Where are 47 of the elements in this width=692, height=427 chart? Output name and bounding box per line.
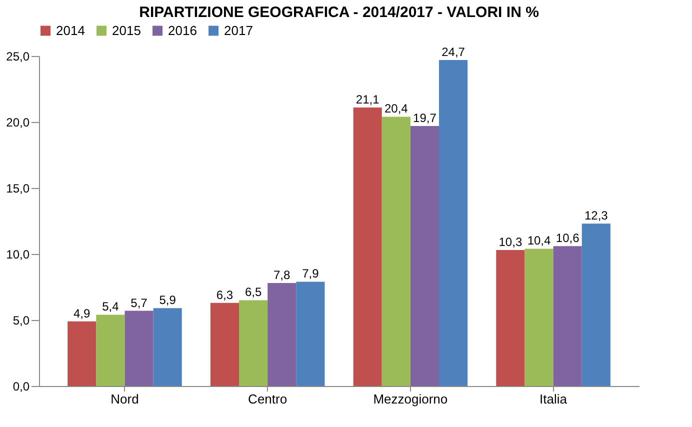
- bar: [153, 308, 182, 386]
- data-label: 7,8: [274, 268, 291, 282]
- data-label: 4,9: [74, 306, 91, 320]
- bar: [68, 321, 96, 386]
- legend-label: 2017: [224, 22, 253, 38]
- data-label: 21,1: [356, 92, 380, 106]
- bar: [496, 250, 525, 386]
- data-label: 19,7: [413, 110, 437, 125]
- bar: [382, 116, 410, 386]
- data-label: 7,9: [302, 266, 320, 281]
- data-label: 10,4: [527, 234, 551, 248]
- bar: [439, 60, 468, 386]
- y-tick-label: 25,0: [6, 50, 30, 64]
- legend-label: 2016: [168, 22, 197, 38]
- bar: [553, 246, 582, 386]
- bar: [96, 314, 125, 386]
- y-tick-label: 10,0: [6, 248, 30, 262]
- data-label: 5,9: [159, 293, 176, 308]
- x-tick-label: Centro: [248, 392, 288, 406]
- bar: [353, 107, 382, 386]
- bar: [124, 310, 154, 386]
- bar: [410, 126, 439, 386]
- bar: [239, 300, 268, 386]
- data-label: 6,3: [216, 288, 234, 302]
- y-tick-label: 20,0: [6, 116, 30, 130]
- x-tick-label: Italia: [540, 392, 568, 406]
- legend-label: 2014: [56, 22, 85, 38]
- y-tick-label: 15,0: [6, 182, 30, 196]
- data-label: 5,7: [130, 296, 148, 310]
- data-label: 10,3: [498, 235, 522, 250]
- legend-label: 2015: [112, 22, 141, 38]
- bar: [268, 283, 296, 386]
- x-tick-label: Nord: [110, 392, 139, 406]
- y-tick-label: 0,0: [12, 380, 30, 394]
- data-label: 5,4: [102, 300, 120, 314]
- x-tick-label: Mezzogiorno: [373, 392, 448, 406]
- data-label: 20,4: [384, 102, 408, 116]
- y-tick-label: 5,0: [12, 314, 30, 328]
- data-label: 10,6: [556, 231, 580, 246]
- data-label: 12,3: [584, 208, 608, 223]
- bar: [296, 282, 325, 386]
- chart-title: RIPARTIZIONE GEOGRAFICA - 2014/2017 - VALORI IN %: [139, 4, 539, 21]
- data-label: 6,5: [244, 285, 262, 300]
- bar: [582, 224, 610, 386]
- bar: [210, 302, 239, 386]
- data-label: 24,7: [442, 44, 466, 59]
- bar: [524, 248, 554, 386]
